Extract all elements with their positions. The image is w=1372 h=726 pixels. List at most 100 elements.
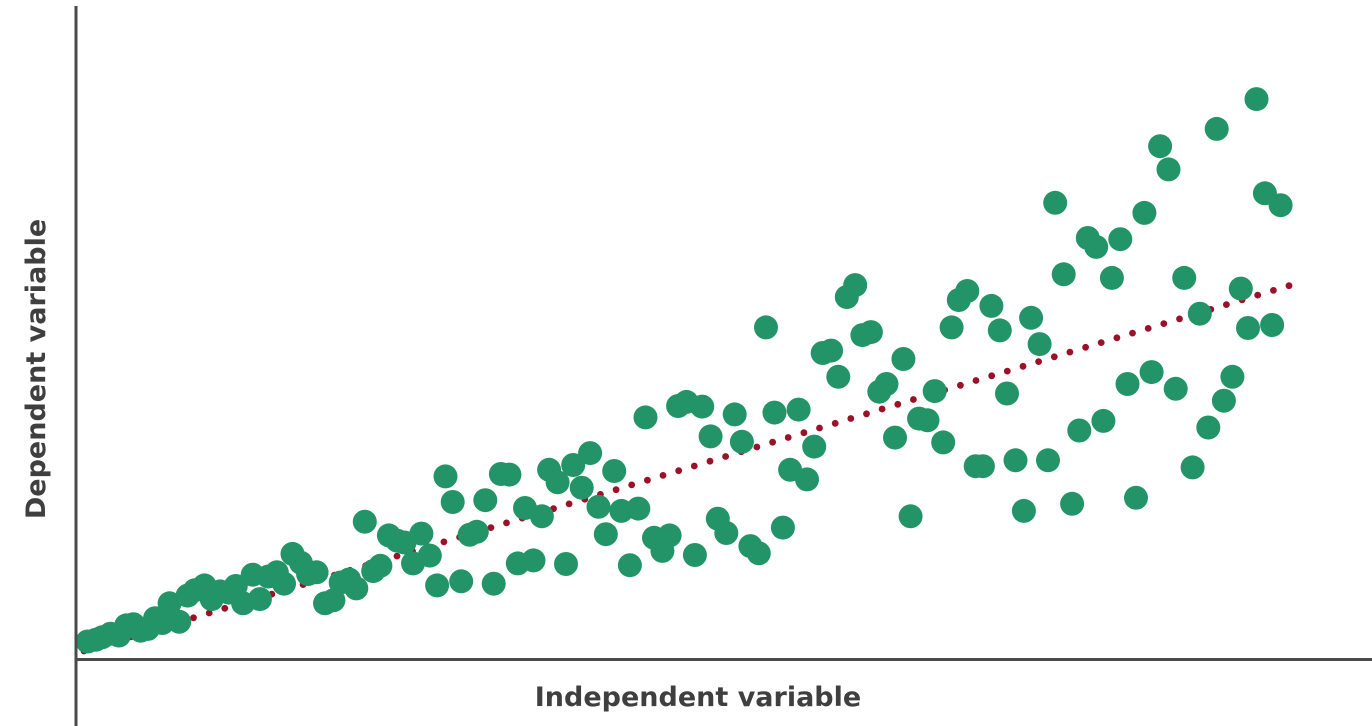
trend-line-dot — [800, 429, 808, 437]
data-point — [1132, 200, 1157, 225]
data-point — [754, 315, 778, 340]
data-point — [1067, 418, 1092, 443]
data-point — [714, 521, 739, 545]
trend-line-dot — [503, 519, 510, 527]
data-point — [586, 494, 611, 519]
data-point — [1036, 448, 1060, 473]
data-point — [939, 315, 964, 340]
data-point — [729, 429, 754, 454]
data-point — [449, 569, 474, 594]
trend-line-dot — [722, 453, 729, 460]
trend-line-dot — [1113, 334, 1121, 342]
data-point — [1003, 448, 1028, 473]
trend-line-dot — [205, 609, 213, 617]
trend-line-dot — [1082, 343, 1089, 351]
data-point — [1172, 265, 1197, 290]
data-point — [987, 318, 1012, 343]
data-point — [617, 553, 642, 578]
data-point — [1011, 498, 1036, 523]
trend-line-dot — [1019, 362, 1027, 370]
data-point — [602, 459, 627, 483]
data-point — [1019, 305, 1044, 330]
data-point — [593, 522, 618, 547]
data-point — [915, 408, 940, 433]
data-point — [762, 400, 787, 425]
data-point — [858, 320, 883, 345]
data-point — [1084, 234, 1109, 259]
data-point — [770, 515, 795, 540]
trend-line-dot — [894, 400, 902, 408]
data-point — [1060, 491, 1085, 516]
y-axis-title: Dependent variable — [21, 219, 52, 519]
data-point — [352, 509, 377, 534]
data-point — [1204, 116, 1229, 141]
trend-line-dot — [784, 434, 792, 441]
trend-line-dot — [487, 524, 495, 531]
data-point — [569, 475, 594, 500]
data-point — [481, 571, 506, 596]
data-point — [1124, 485, 1148, 510]
data-point — [802, 434, 827, 459]
trend-line-dot — [690, 462, 698, 470]
data-point — [272, 571, 296, 596]
x-axis-title: Independent variable — [535, 682, 861, 713]
trend-line-dot — [816, 424, 823, 432]
data-point — [657, 523, 682, 548]
data-point — [626, 496, 651, 521]
data-point — [1211, 388, 1236, 413]
trend-line-dot — [706, 457, 714, 465]
trend-line-dot — [878, 405, 886, 413]
trend-line-dot — [769, 438, 776, 446]
data-point — [433, 464, 458, 489]
trend-line-dot — [988, 372, 996, 380]
trend-line-dot — [1285, 282, 1293, 290]
data-point — [1180, 455, 1205, 480]
data-point — [529, 504, 554, 529]
trend-line-dot — [1066, 348, 1074, 356]
data-point — [344, 576, 369, 601]
trend-line-dot — [1003, 367, 1011, 375]
data-point — [979, 293, 1004, 318]
data-point — [826, 364, 851, 389]
trend-line-dot — [831, 419, 839, 427]
data-point — [843, 273, 868, 298]
trend-line-dot — [675, 467, 683, 475]
trend-line-dot — [1176, 315, 1183, 323]
data-point — [786, 397, 811, 422]
trend-line-dot — [1270, 287, 1277, 294]
trend-line-dot — [659, 472, 667, 479]
data-point — [633, 405, 658, 430]
trend-line-dot — [612, 486, 620, 494]
trend-line-dot — [628, 481, 636, 489]
data-point — [1268, 193, 1293, 218]
data-point — [304, 560, 329, 585]
data-point — [464, 519, 489, 544]
data-point — [167, 609, 192, 634]
trend-line-dot — [1223, 301, 1230, 308]
data-point — [157, 591, 182, 616]
data-point — [931, 430, 956, 455]
data-point — [1115, 372, 1140, 396]
data-point — [1108, 227, 1133, 252]
data-point — [417, 543, 442, 568]
data-point — [970, 454, 995, 479]
data-point — [247, 587, 272, 612]
data-point — [561, 453, 586, 477]
data-point — [883, 425, 907, 450]
data-point — [1187, 301, 1212, 326]
data-point — [898, 504, 923, 529]
data-point — [473, 488, 498, 513]
data-point — [698, 424, 723, 449]
data-point — [891, 347, 916, 371]
trend-line-dot — [393, 552, 401, 560]
data-point — [425, 573, 450, 598]
data-point — [1043, 190, 1068, 215]
data-point — [1027, 332, 1052, 357]
trend-line-dot — [221, 604, 229, 612]
data-point — [1148, 134, 1173, 159]
data-point — [819, 338, 844, 363]
data-points — [75, 87, 1293, 654]
trend-line-dot — [753, 443, 761, 451]
data-point — [922, 379, 947, 404]
